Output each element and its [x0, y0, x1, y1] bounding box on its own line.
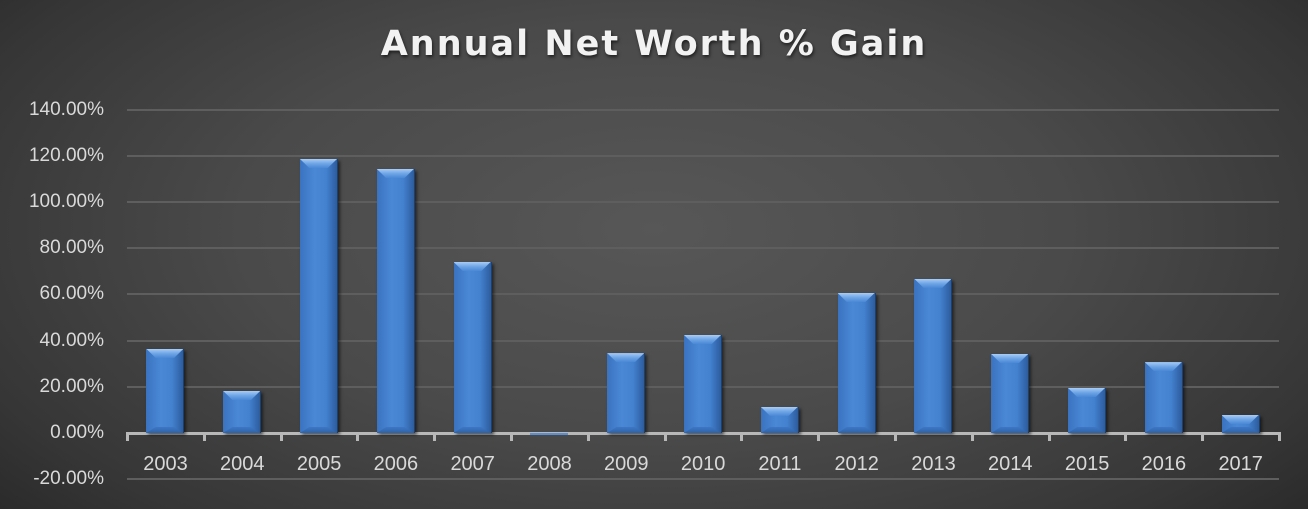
x-tick-label: 2003 — [143, 453, 188, 475]
gridline — [127, 478, 1279, 481]
y-tick-label: 120.00% — [28, 144, 104, 166]
x-tick-label: 2014 — [988, 453, 1033, 475]
x-tick-mark — [279, 432, 283, 441]
gridline — [127, 108, 1279, 111]
x-tick-mark — [433, 432, 437, 441]
bar-2016 — [1144, 362, 1183, 433]
y-tick-label: 100.00% — [28, 191, 104, 212]
x-tick-label: 2013 — [911, 453, 956, 475]
bar-2015 — [1068, 387, 1106, 433]
y-tick-label: 140.00% — [28, 98, 104, 120]
bar-2017 — [1221, 414, 1260, 433]
bar-2005 — [300, 159, 338, 433]
x-tick-label: 2016 — [1141, 453, 1187, 475]
x-tick-mark — [894, 432, 897, 441]
x-tick-mark — [740, 432, 744, 441]
x-tick-mark — [663, 432, 667, 441]
gridline — [127, 293, 1279, 296]
x-tick-label: 2006 — [373, 453, 419, 475]
x-tick-mark — [356, 432, 360, 441]
gridline — [127, 154, 1279, 157]
x-tick-label: 2005 — [296, 453, 342, 475]
y-tick-label: 0.00% — [50, 422, 104, 443]
chart-title: Annual Net Worth % Gain — [380, 24, 928, 64]
y-tick-label: 40.00% — [39, 329, 104, 351]
x-tick-label: 2011 — [758, 453, 802, 475]
x-tick-label: 2008 — [527, 453, 572, 475]
x-tick-mark — [1047, 432, 1051, 441]
bar-2004 — [223, 390, 262, 433]
bar-2012 — [837, 293, 876, 433]
x-tick-mark — [1278, 432, 1281, 441]
x-tick-mark — [586, 432, 590, 441]
x-tick-label: 2015 — [1064, 453, 1110, 475]
bar-2014 — [991, 353, 1030, 433]
bar-2009 — [607, 353, 646, 433]
gridline — [127, 247, 1279, 250]
bar-2013 — [914, 278, 953, 433]
x-tick-label: 2010 — [680, 453, 726, 475]
bar-2010 — [684, 335, 722, 433]
y-tick-label: -20.00% — [33, 468, 104, 490]
y-tick-label: 60.00% — [39, 283, 104, 305]
bar-2011 — [760, 406, 799, 433]
y-tick-label: 80.00% — [39, 237, 104, 259]
x-tick-label: 2009 — [604, 453, 649, 475]
bar-2007 — [453, 262, 492, 433]
bar-2003 — [146, 348, 185, 433]
x-axis-line — [127, 432, 1279, 435]
x-tick-label: 2012 — [834, 453, 879, 475]
x-tick-mark — [817, 432, 821, 441]
x-tick-label: 2017 — [1218, 453, 1263, 475]
x-tick-label: 2004 — [220, 453, 265, 475]
y-tick-label: 20.00% — [39, 375, 104, 397]
x-tick-mark — [202, 432, 206, 441]
gridline — [127, 201, 1279, 203]
x-tick-label: 2007 — [450, 453, 495, 475]
x-tick-mark — [970, 432, 974, 441]
x-tick-mark — [1124, 432, 1128, 441]
bar-2006 — [376, 168, 415, 433]
x-tick-mark — [126, 432, 129, 441]
x-tick-mark — [510, 432, 513, 441]
x-tick-mark — [1201, 432, 1205, 441]
bar-2008 — [530, 433, 569, 436]
